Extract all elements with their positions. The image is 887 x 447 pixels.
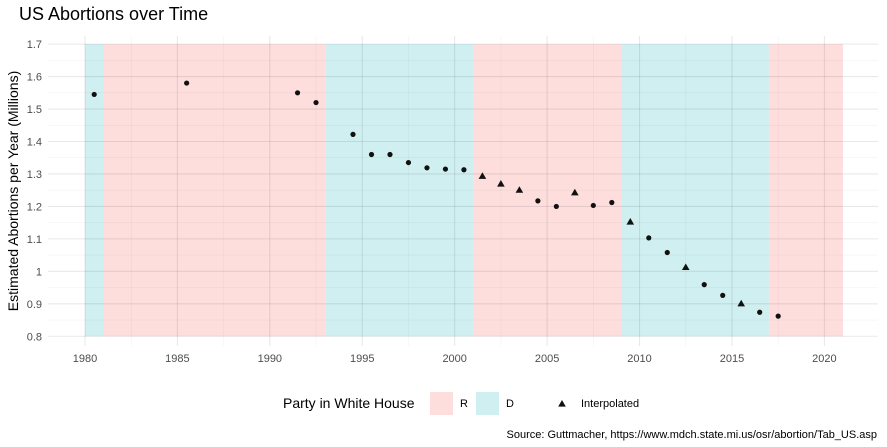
data-point xyxy=(387,151,393,158)
data-point xyxy=(350,131,356,137)
data-point xyxy=(535,198,541,204)
data-point xyxy=(461,167,467,173)
party-band-D xyxy=(621,44,769,337)
chart-caption: Source: Guttmacher, https://www.mdch.sta… xyxy=(506,429,878,441)
data-point xyxy=(701,282,707,288)
legend-title: Party in White House xyxy=(283,395,415,411)
data-point xyxy=(424,165,430,171)
data-point xyxy=(757,309,763,315)
data-point xyxy=(664,249,670,256)
y-tick-label: 1.1 xyxy=(27,234,42,246)
party-band-R xyxy=(103,44,326,337)
chart-title: US Abortions over Time xyxy=(19,4,209,24)
x-tick-label: 2000 xyxy=(442,353,466,365)
data-point xyxy=(313,99,319,106)
data-point xyxy=(405,159,412,166)
y-tick-label: 1.2 xyxy=(27,201,42,213)
y-tick-label: 1.6 xyxy=(27,72,42,84)
x-tick-label: 2010 xyxy=(627,353,651,365)
data-point-interpolated xyxy=(737,299,746,307)
y-tick-label: 0.8 xyxy=(27,331,42,343)
data-point-interpolated xyxy=(515,186,524,193)
x-tick-label: 2005 xyxy=(535,353,559,365)
data-point xyxy=(368,151,375,158)
x-tick-label: 1980 xyxy=(73,353,97,365)
x-tick-label: 2015 xyxy=(720,353,744,365)
y-tick-label: 1 xyxy=(36,266,42,278)
legend-label-R: R xyxy=(460,398,468,410)
data-point xyxy=(590,202,596,209)
legend-key-D xyxy=(476,392,499,415)
data-point xyxy=(609,199,615,206)
party-band-D xyxy=(84,44,104,337)
y-tick-label: 0.9 xyxy=(27,299,42,311)
y-tick-label: 1.4 xyxy=(27,136,42,148)
data-point-interpolated xyxy=(681,263,690,271)
y-axis-label: Estimated Abortions per Year (Millions) xyxy=(5,71,21,311)
y-tick-label: 1.3 xyxy=(27,169,42,181)
data-point-interpolated xyxy=(478,172,487,179)
data-point xyxy=(294,90,301,96)
data-point xyxy=(442,166,449,172)
legend-label-interpolated: Interpolated xyxy=(581,398,639,410)
y-tick-label: 1.7 xyxy=(27,39,42,51)
data-point xyxy=(646,235,652,241)
data-point xyxy=(184,80,190,86)
x-tick-label: 1985 xyxy=(165,353,189,365)
legend-key-interpolated xyxy=(558,400,566,407)
party-band-D xyxy=(325,44,474,337)
data-point xyxy=(775,313,781,319)
data-point xyxy=(553,203,559,210)
data-point xyxy=(91,91,97,98)
data-point-interpolated xyxy=(497,180,505,187)
x-tick-label: 1990 xyxy=(258,353,282,365)
x-tick-label: 2020 xyxy=(812,353,836,365)
legend-label-D: D xyxy=(506,398,514,410)
legend-key-R xyxy=(430,392,453,415)
y-tick-label: 1.5 xyxy=(27,104,42,116)
party-band-R xyxy=(768,44,843,337)
data-point xyxy=(720,292,726,298)
x-tick-label: 1995 xyxy=(350,353,374,365)
data-point-interpolated xyxy=(626,218,635,225)
party-band-R xyxy=(473,44,622,337)
data-point-interpolated xyxy=(571,188,579,196)
